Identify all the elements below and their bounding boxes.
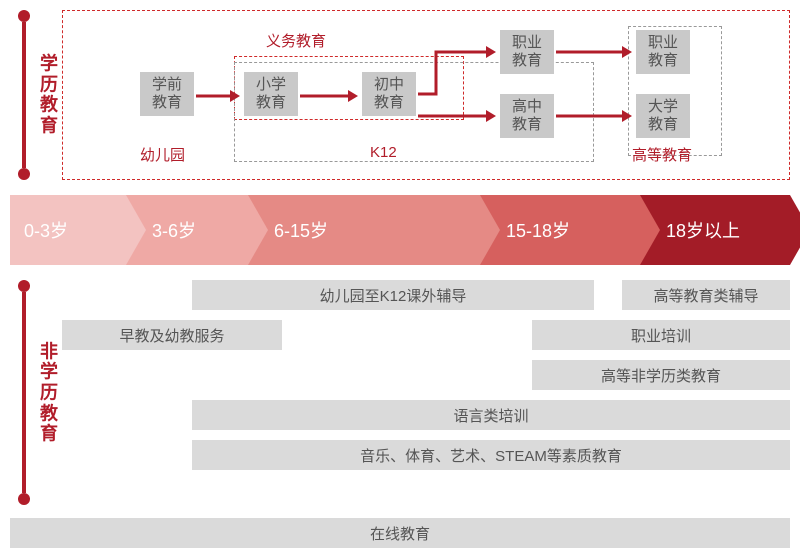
box-preschool: 学前教育 — [140, 72, 194, 116]
age-chevron-0: 0-3岁 — [10, 195, 126, 265]
bar-row-3: 职业培训 — [532, 320, 790, 350]
sublabel-higher: 高等教育 — [632, 144, 692, 165]
group-compulsory-label: 义务教育 — [266, 30, 326, 51]
bar-row-1: 高等教育类辅导 — [622, 280, 790, 310]
bar-row-4: 高等非学历类教育 — [532, 360, 790, 390]
age-chevron-2: 6-15岁 — [248, 195, 480, 265]
arrow-junior-senior — [418, 110, 496, 122]
box-vocational-he: 职业教育 — [636, 30, 690, 74]
arrow-junior-vocational — [418, 46, 496, 102]
rail-label-nonacademic: 非学历教育 — [40, 341, 62, 444]
bar-row-5: 语言类培训 — [192, 400, 790, 430]
rail-nonacademic: 非学历教育 — [10, 280, 38, 505]
age-chevron-3: 15-18岁 — [480, 195, 640, 265]
rail-label-academic: 学历教育 — [40, 54, 62, 137]
arrow-preschool-primary — [196, 90, 240, 102]
sublabel-k12: K12 — [370, 144, 397, 161]
bar-row-0: 幼儿园至K12课外辅导 — [192, 280, 594, 310]
sublabel-kindergarten: 幼儿园 — [140, 144, 185, 165]
arrow-senior-university — [556, 110, 632, 122]
box-junior: 初中教育 — [362, 72, 416, 116]
bar-row-6: 音乐、体育、艺术、STEAM等素质教育 — [192, 440, 790, 470]
arrow-vochs-voche — [556, 46, 632, 58]
rail-academic: 学历教育 — [10, 10, 38, 180]
box-vocational-hs: 职业教育 — [500, 30, 554, 74]
age-band: 0-3岁3-6岁6-15岁15-18岁18岁以上 — [10, 195, 790, 265]
arrow-primary-junior — [300, 90, 358, 102]
box-senior: 高中教育 — [500, 94, 554, 138]
bar-row-2: 早教及幼教服务 — [62, 320, 282, 350]
bar-online: 在线教育 — [10, 518, 790, 548]
age-chevron-4: 18岁以上 — [640, 195, 790, 265]
box-university: 大学教育 — [636, 94, 690, 138]
box-primary: 小学教育 — [244, 72, 298, 116]
